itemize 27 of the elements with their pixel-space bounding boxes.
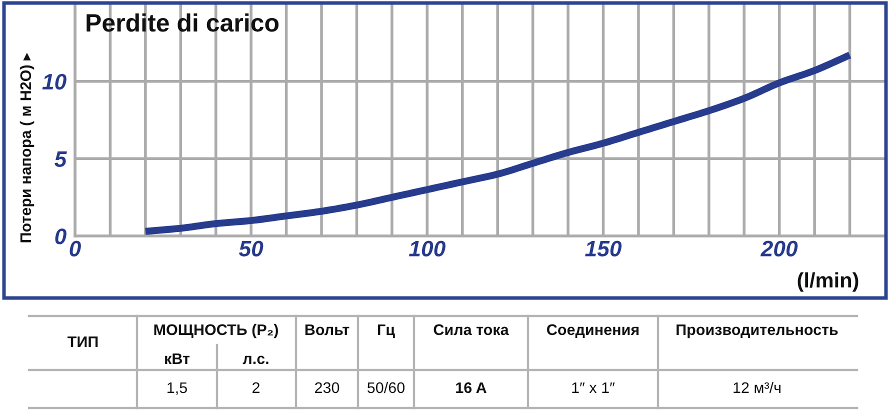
- x-axis-title: (l/min): [798, 272, 858, 292]
- text: Соединения: [547, 324, 639, 338]
- text: 1″ x 1″: [572, 382, 615, 393]
- text: кВт: [165, 353, 190, 364]
- text: 2: [252, 382, 260, 393]
- text: Гц: [378, 324, 395, 338]
- text: 230: [315, 382, 340, 394]
- y-tick-label: 10: [42, 74, 66, 90]
- y-tick-label: 5: [54, 151, 67, 167]
- text: л.с.: [242, 356, 268, 364]
- x-tick-label: 50: [238, 240, 264, 256]
- y-tick-label: 0: [55, 228, 66, 244]
- x-tick-label: 150: [585, 240, 622, 256]
- x-tick-label: 0: [70, 240, 81, 256]
- text: МОЩНОСТЬ (P₂): [154, 324, 278, 338]
- text: 12 м³/ч: [734, 382, 780, 394]
- text: 50/60: [367, 382, 405, 394]
- text: Сила тока: [434, 324, 509, 336]
- text: 1,5: [168, 382, 187, 395]
- text: Производительность: [676, 324, 838, 338]
- text: Вольт: [305, 324, 350, 336]
- x-tick-label: 200: [760, 240, 798, 256]
- text: 16 A: [456, 382, 486, 394]
- x-tick-label: 100: [408, 240, 446, 256]
- text: ТИП: [68, 336, 98, 347]
- chart-title: Perdite di carico: [86, 13, 279, 32]
- y-axis-title: Потери напора ( м H2O) ▸: [20, 52, 34, 242]
